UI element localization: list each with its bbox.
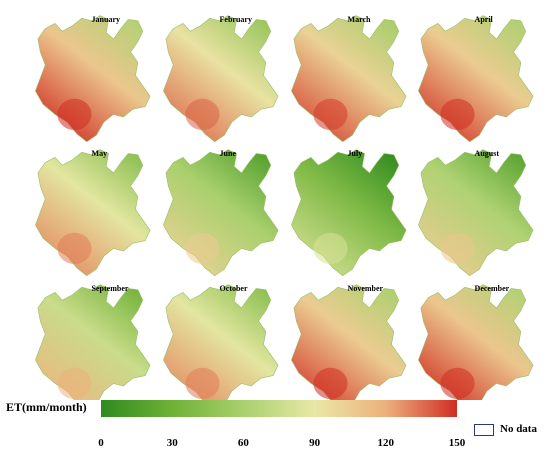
map-hotspot-may — [57, 232, 92, 264]
map-hotspot-november — [313, 367, 348, 399]
map-hotspot-august — [440, 232, 475, 264]
map-hotspot-july — [313, 232, 348, 264]
map-hotspot-october — [185, 367, 220, 399]
map-january — [35, 15, 151, 143]
map-hotspot-march — [313, 98, 348, 130]
month-label-september: September — [91, 284, 129, 293]
tick-label-30: 30 — [166, 437, 178, 449]
month-label-august: August — [474, 149, 499, 158]
month-label-march: March — [347, 15, 371, 24]
month-label-june: June — [219, 149, 236, 158]
map-december — [418, 284, 534, 400]
tick-label-60: 60 — [237, 437, 249, 449]
map-hotspot-september — [57, 367, 92, 399]
map-hotspot-january — [57, 98, 92, 130]
month-label-february: February — [219, 15, 252, 24]
month-label-july: July — [347, 149, 363, 158]
colorbar — [101, 400, 457, 417]
tick-label-150: 150 — [448, 437, 466, 449]
tick-label-90: 90 — [309, 437, 321, 449]
map-march — [291, 15, 407, 143]
map-hotspot-february — [185, 98, 220, 130]
no-data-swatch — [474, 424, 494, 436]
month-label-december: December — [474, 284, 510, 293]
map-february — [163, 15, 279, 143]
map-hotspot-june — [185, 232, 220, 264]
tick-label-120: 120 — [377, 437, 395, 449]
map-november — [291, 284, 407, 400]
legend-title: ET(mm/month) — [6, 400, 87, 414]
month-label-january: January — [91, 15, 120, 24]
map-october — [163, 284, 279, 400]
month-label-november: November — [347, 284, 384, 293]
month-label-october: October — [219, 284, 248, 293]
map-june — [163, 149, 279, 277]
map-hotspot-april — [440, 98, 475, 130]
map-september — [35, 284, 151, 400]
map-april — [418, 15, 534, 143]
no-data-label: No data — [500, 423, 537, 435]
et-map-grid — [35, 15, 534, 400]
map-august — [418, 149, 534, 277]
map-may — [35, 149, 151, 277]
month-label-may: May — [91, 149, 108, 158]
map-hotspot-december — [440, 367, 475, 399]
map-july — [291, 149, 407, 277]
tick-label-0: 0 — [98, 437, 104, 449]
month-label-april: April — [474, 15, 493, 24]
